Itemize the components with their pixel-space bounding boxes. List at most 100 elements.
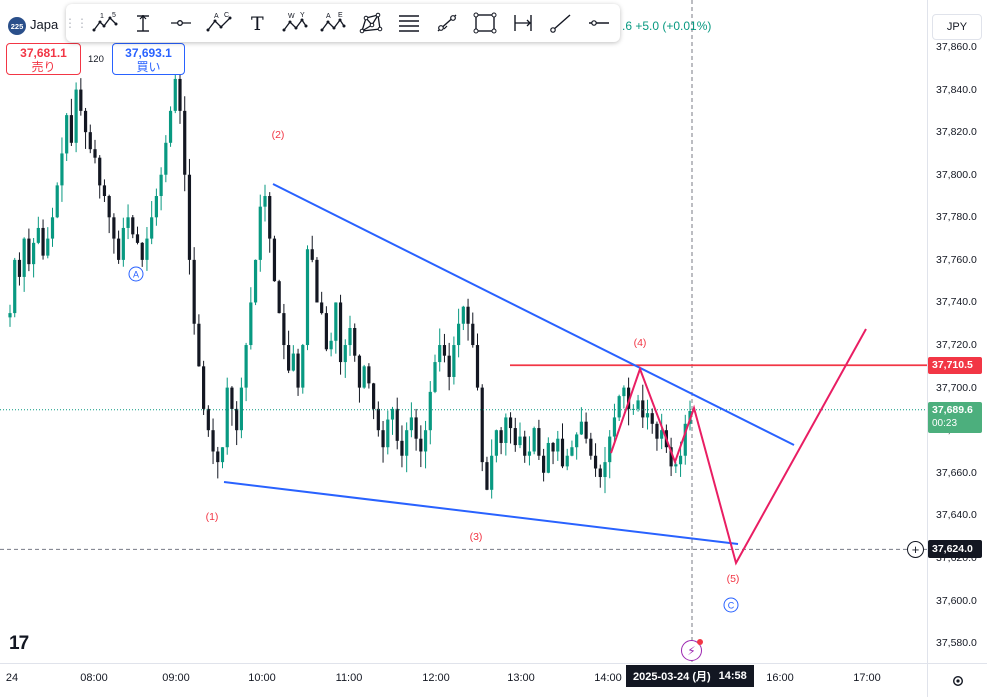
candle — [17, 252, 22, 286]
candle — [466, 298, 470, 341]
candle — [490, 439, 494, 499]
candle — [655, 421, 659, 451]
candle — [537, 419, 541, 461]
wave-label-c[interactable]: C — [723, 597, 739, 613]
crosshair-price-label: 37,624.0 — [928, 540, 982, 559]
upper-trendline[interactable] — [272, 183, 795, 446]
candle — [249, 287, 253, 350]
candle — [88, 124, 92, 154]
buy-label: 買い — [136, 60, 161, 74]
rectangle-icon[interactable] — [466, 7, 504, 39]
horizontal-line-icon[interactable] — [580, 7, 618, 39]
candle — [343, 339, 347, 378]
price-chart-svg[interactable] — [0, 0, 927, 663]
candle — [475, 333, 480, 391]
price-tick-label: 37,720.0 — [936, 339, 977, 352]
candle — [442, 333, 447, 363]
wave-label-1[interactable]: (1) — [205, 511, 219, 523]
time-tick-label: 17:00 — [853, 672, 881, 684]
horizontal-ray-icon[interactable] — [162, 7, 200, 39]
tradingview-logo[interactable]: 17 — [9, 633, 29, 654]
time-tick-label: 09:00 — [162, 672, 190, 684]
candle — [324, 306, 328, 352]
candle — [235, 401, 239, 446]
time-tick-label: 13:00 — [507, 672, 535, 684]
sell-price: 37,681.1 — [20, 46, 67, 60]
price-scale[interactable]: 37,860.0 37,840.0 37,820.0 37,800.0 37,780.0… — [927, 0, 987, 663]
drag-handle-icon[interactable]: ⋮⋮ — [64, 16, 88, 30]
candle — [140, 242, 144, 267]
wave-label-a[interactable]: A — [128, 266, 144, 282]
candle — [551, 441, 555, 465]
symbol-name[interactable]: Japa — [30, 17, 59, 32]
currency-selector[interactable]: JPY — [932, 14, 982, 40]
wave-label-3[interactable]: (3) — [469, 531, 483, 543]
candle — [183, 96, 187, 192]
buy-price: 37,693.1 — [125, 46, 172, 60]
candle — [504, 413, 508, 456]
candle — [197, 314, 201, 367]
trend-line-ruler-icon[interactable] — [428, 7, 466, 39]
chart-settings-gear-icon[interactable] — [927, 663, 987, 697]
svg-text:5: 5 — [112, 12, 116, 19]
wave-label-2[interactable]: (2) — [271, 129, 285, 141]
candle — [457, 308, 461, 358]
sell-button[interactable]: 37,681.1 売り — [6, 43, 81, 75]
anchored-vwap-icon[interactable] — [124, 7, 162, 39]
candle — [683, 414, 687, 465]
candle — [423, 420, 428, 469]
time-scale[interactable]: 24 08:00 09:00 10:00 11:00 12:00 13:00 14:00 16:… — [0, 663, 927, 697]
candle — [202, 360, 206, 415]
price-tick-label: 37,660.0 — [936, 466, 977, 479]
wave-label-5[interactable]: (5) — [726, 573, 740, 585]
candle — [69, 98, 73, 147]
buy-button[interactable]: 37,693.1 買い — [112, 43, 185, 75]
candle — [461, 305, 465, 331]
elliott-wave-projection[interactable] — [610, 328, 867, 566]
xabcd-pattern-icon[interactable] — [352, 7, 390, 39]
text-icon[interactable]: T — [238, 7, 276, 39]
lower-trendline[interactable] — [223, 481, 739, 545]
price-tick-label: 37,820.0 — [936, 126, 977, 139]
candle — [55, 182, 59, 219]
candle — [608, 430, 612, 479]
candle — [546, 437, 550, 474]
candle — [579, 407, 583, 435]
candle — [83, 107, 88, 149]
candle — [523, 430, 527, 463]
candle — [117, 230, 121, 264]
fib-retracement-icon[interactable] — [390, 7, 428, 39]
candle — [593, 443, 598, 477]
candle — [272, 235, 277, 282]
crosshair-time-label: 2025-03-24 (月) 14:58 — [626, 665, 754, 687]
add-plus-icon[interactable]: + — [907, 540, 924, 558]
chart-canvas[interactable] — [0, 0, 927, 663]
ray-icon[interactable] — [542, 7, 580, 39]
bar-countdown: 00:23 — [932, 417, 958, 429]
time-tick-label: 08:00 — [80, 672, 108, 684]
candle — [131, 214, 135, 239]
date-range-icon[interactable] — [504, 7, 542, 39]
symbol-logo-icon[interactable]: 225 — [8, 17, 26, 35]
time-tick-label: 16:00 — [766, 672, 794, 684]
candle — [348, 315, 352, 356]
candle — [253, 259, 258, 306]
candle — [575, 432, 579, 460]
candle — [258, 194, 262, 272]
lightning-alert-icon[interactable]: ⚡ — [681, 639, 703, 661]
candle — [508, 412, 513, 444]
candle — [542, 448, 546, 482]
wave-label-4[interactable]: (4) — [633, 337, 647, 349]
candle — [409, 402, 413, 438]
price-tick-label: 37,740.0 — [936, 296, 977, 309]
candle — [121, 217, 125, 267]
svg-text:C: C — [224, 12, 229, 19]
svg-text:Y: Y — [300, 12, 305, 19]
candle — [41, 219, 45, 260]
candle — [305, 245, 310, 351]
